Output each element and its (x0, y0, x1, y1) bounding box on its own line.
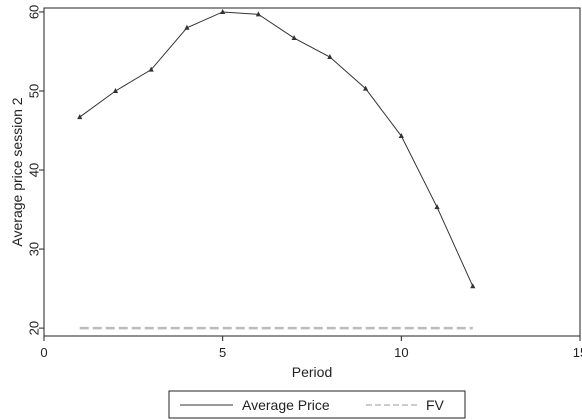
data-point (434, 204, 440, 210)
series-layer (77, 8, 476, 330)
legend-label: Average Price (242, 397, 330, 413)
x-tick-label: 0 (40, 345, 47, 360)
plot-border (43, 7, 581, 337)
data-point (398, 133, 404, 139)
y-tick-label: 40 (27, 163, 42, 177)
data-point (77, 114, 83, 120)
y-tick-label: 60 (27, 5, 42, 19)
average-price-line (79, 11, 474, 287)
y-tick-label: 30 (27, 242, 42, 256)
data-point (363, 85, 369, 91)
average-price-series (77, 8, 476, 289)
x-axis: 0 5 10 15 (40, 336, 582, 360)
x-tick-label: 5 (219, 345, 226, 360)
y-tick-label: 50 (27, 84, 42, 98)
data-point (291, 35, 297, 41)
y-axis: 20 30 40 50 60 (27, 5, 44, 335)
plot-area (43, 7, 581, 337)
x-axis-label: Period (292, 364, 332, 380)
data-point (220, 8, 226, 14)
data-point (327, 54, 333, 60)
data-point (148, 66, 154, 72)
data-point (112, 87, 119, 93)
data-point (470, 283, 476, 289)
data-point (255, 11, 261, 17)
y-tick-label: 20 (27, 321, 42, 335)
legend: Average Price FV (168, 390, 466, 419)
y-axis-label: Average price session 2 (9, 97, 25, 246)
x-tick-label: 15 (573, 345, 582, 360)
x-tick-label: 10 (394, 345, 408, 360)
legend-label: FV (426, 397, 445, 413)
data-point (184, 24, 190, 30)
